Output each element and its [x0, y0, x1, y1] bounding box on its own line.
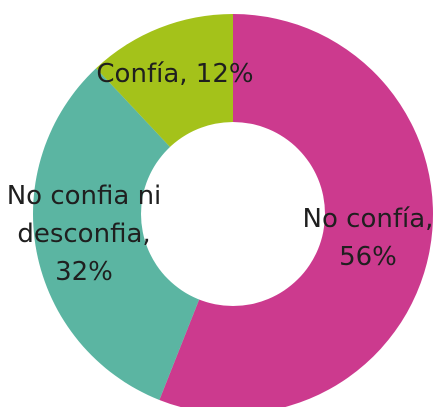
slice-no-confia-ni-desconfia: [32, 68, 233, 400]
slice-label-no-confia-ni-desconfia: No confia ni desconfia, 32%: [7, 181, 162, 287]
slice-label-line: 56%: [339, 242, 397, 272]
slice-label-line: Confía, 12%: [96, 59, 253, 89]
slice-label-confia: Confía, 12%: [96, 59, 253, 89]
slice-label-no-confia: No confía, 56%: [303, 204, 434, 272]
slice-label-line: desconfia,: [17, 219, 150, 249]
slice-label-line: No confia ni: [7, 181, 162, 211]
slice-label-line: No confía,: [303, 204, 434, 234]
labels-group: No confía, 56% No confia ni desconfia, 32% Co…: [7, 59, 434, 287]
slice-label-line: 32%: [55, 257, 113, 287]
donut-hole: [141, 122, 325, 306]
